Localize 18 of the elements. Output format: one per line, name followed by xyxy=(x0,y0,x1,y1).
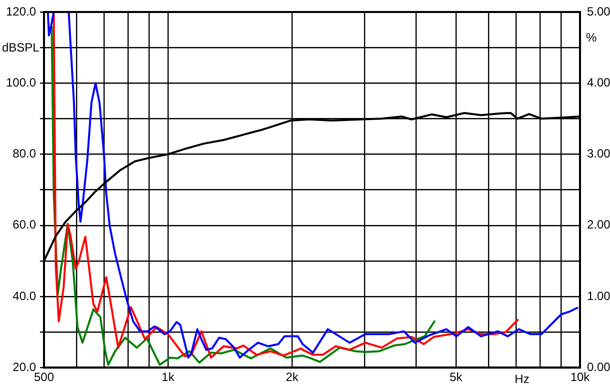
y2-tick-label: 5.00 xyxy=(587,4,610,18)
y-tick-label: 60.0 xyxy=(12,218,36,232)
y2-tick-label: 1.00 xyxy=(587,288,610,303)
x-tick-label: 5k xyxy=(450,370,464,384)
x-tick-label: 1k xyxy=(162,370,176,384)
x-tick-label: 500 xyxy=(34,370,54,384)
y2-tick-label: 2.00 xyxy=(587,218,610,232)
y-axis-title: dBSPL xyxy=(2,40,40,54)
y-tick-label: 40.0 xyxy=(12,288,36,303)
y-tick-label: 20.0 xyxy=(12,360,36,374)
y2-tick-label: 3.00 xyxy=(587,146,610,161)
y-tick-label: 80.0 xyxy=(12,146,36,161)
y-tick-label: 120.0 xyxy=(6,4,36,18)
y2-tick-label: 4.00 xyxy=(587,75,610,90)
y2-axis-title: % xyxy=(586,30,597,44)
x-tick-label: 2k xyxy=(286,370,300,384)
y-tick-label: 100.0 xyxy=(6,75,36,90)
x-axis-title: Hz xyxy=(514,372,530,386)
